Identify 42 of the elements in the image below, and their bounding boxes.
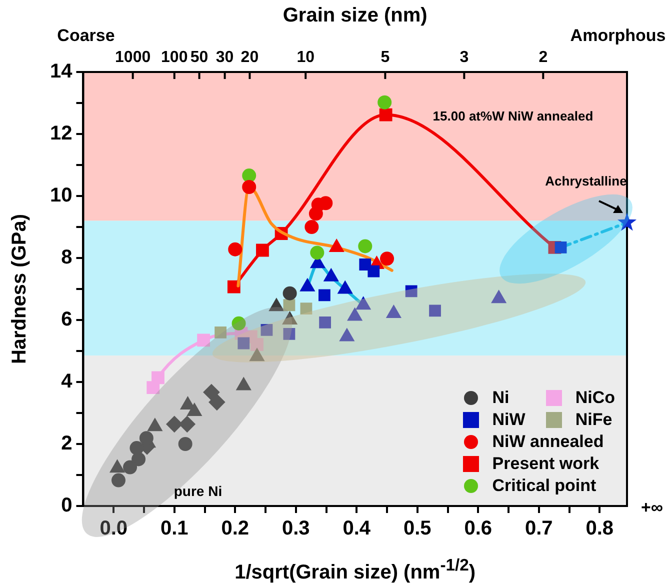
x-tick-label: 0.2 [221,518,250,540]
y-tick-label: 6 [61,308,72,331]
legend-label: NiFe [575,410,612,430]
annotation: 2 [538,49,548,67]
x-tick-label: 0.6 [464,518,492,540]
text: +∞ [640,498,664,518]
y-axis-title: Hardness (GPa) [8,214,32,364]
legend-label: Ni [492,388,510,408]
annotation: 3 [460,49,469,67]
x-tick-label: 0.3 [282,518,310,540]
y-tick-label: 14 [50,60,74,83]
legend-label: NiW annealed [492,432,604,452]
x-tick-label: 0.5 [403,518,432,540]
annotation: 50 [190,49,208,67]
annotation: 5 [380,49,390,67]
x-tick-label: 0.7 [525,518,553,540]
x-tick-label: 0.0 [100,518,128,540]
x2-axis-title: Grain size (nm) [282,4,428,28]
annotation: Achrystalline [545,174,627,188]
annotation: 15.00 at%W NiW annealed [432,108,594,124]
annotation: 20 [240,49,259,67]
y-tick-label: 10 [50,184,72,207]
y-tick-label: 12 [50,122,72,145]
x-tick-label: 0.4 [342,518,372,540]
x-axis-title: 1/sqrt(Grain size) (nm$^{-1/2}$) [234,556,476,584]
y-tick-label: 8 [61,246,72,269]
text: Coarse [57,26,115,46]
x-tick-label: 0.1 [160,518,188,540]
legend-label: Critical point [492,476,596,496]
annotation: pure Ni [174,483,222,499]
y-tick-label: 0 [61,494,72,517]
y-tick-label: 2 [61,432,72,455]
annotation: 100 [161,49,188,67]
annotation: 10 [296,49,314,67]
legend-label: Present work [492,454,600,474]
annotation: 30 [216,49,234,67]
legend-label: NiCo [575,388,615,408]
y-tick-label: 4 [61,370,74,393]
annotation: 1000 [115,49,151,67]
x-tick-label: 0.8 [586,518,614,540]
legend-label: NiW [492,410,526,430]
text: Amorphous [570,26,666,46]
